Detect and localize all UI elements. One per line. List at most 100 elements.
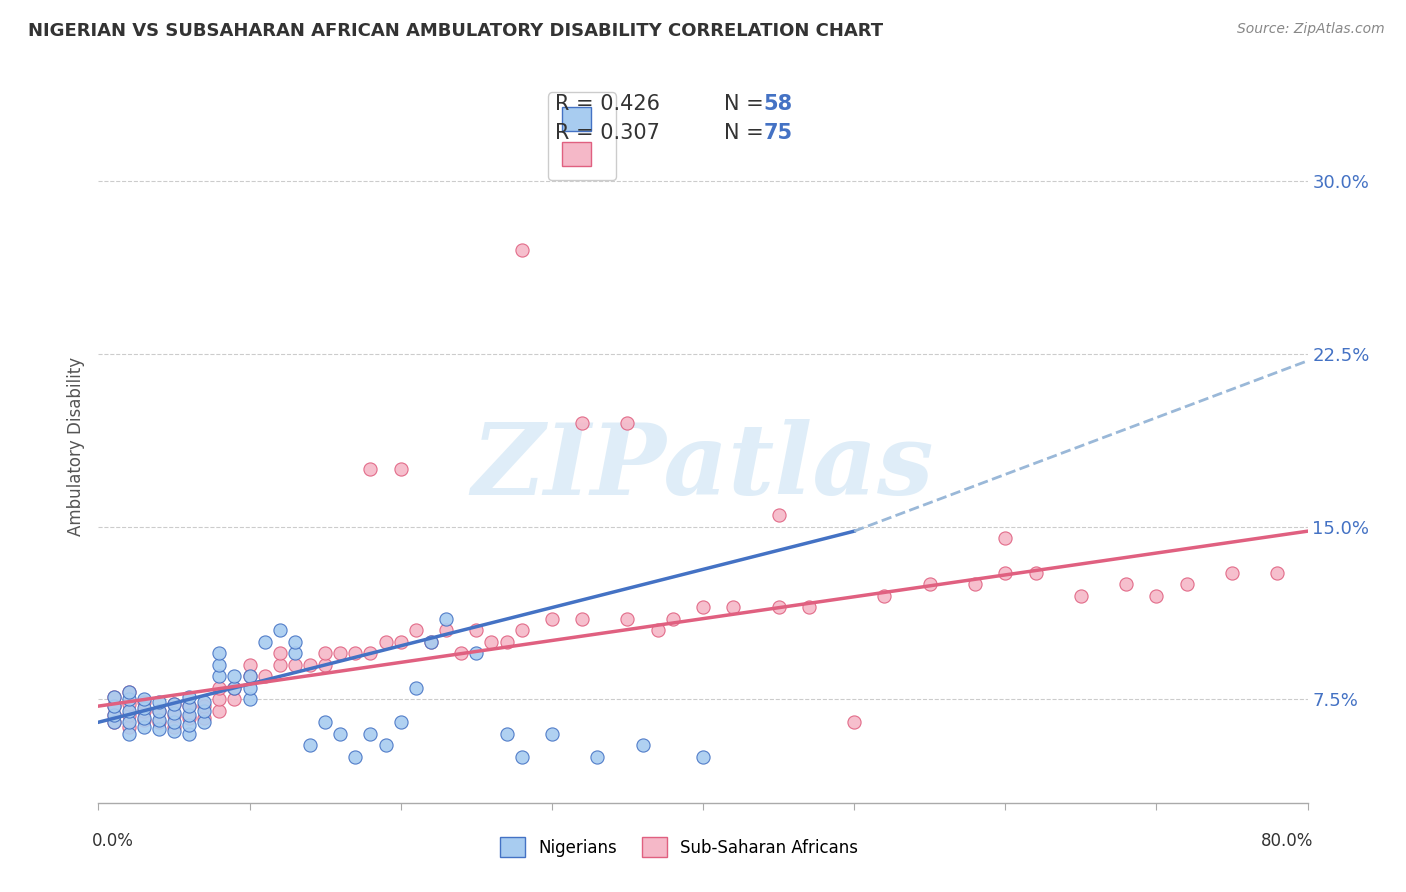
Point [163, 697, 186, 711]
Point [132, 694, 155, 708]
Point [132, 713, 155, 727]
Point [163, 706, 186, 720]
Point [208, 646, 231, 660]
Point [495, 634, 517, 648]
Point [163, 708, 186, 723]
Point [148, 715, 170, 730]
Point [118, 720, 141, 734]
Point [163, 697, 186, 711]
Point [118, 697, 141, 711]
Point [269, 657, 291, 672]
Text: 80.0%: 80.0% [1261, 831, 1313, 849]
Point [389, 715, 412, 730]
Point [118, 692, 141, 706]
Y-axis label: Ambulatory Disability: Ambulatory Disability [66, 357, 84, 535]
Point [631, 738, 654, 752]
Point [284, 646, 307, 660]
Point [239, 657, 262, 672]
Point [103, 699, 125, 714]
Text: R = 0.426: R = 0.426 [555, 94, 661, 113]
Point [405, 681, 427, 695]
Point [768, 600, 790, 615]
Point [224, 692, 246, 706]
Point [132, 720, 155, 734]
Point [132, 692, 155, 706]
Text: N =: N = [724, 123, 770, 143]
Point [179, 708, 201, 723]
Text: Source: ZipAtlas.com: Source: ZipAtlas.com [1237, 22, 1385, 37]
Point [1144, 589, 1167, 603]
Point [571, 612, 593, 626]
Point [163, 715, 186, 730]
Point [465, 623, 488, 637]
Point [118, 708, 141, 723]
Point [103, 715, 125, 730]
Point [193, 694, 215, 708]
Point [797, 600, 820, 615]
Point [495, 727, 517, 741]
Point [420, 634, 443, 648]
Point [163, 724, 186, 739]
Point [179, 690, 201, 704]
Point [148, 704, 170, 718]
Point [844, 715, 866, 730]
Point [179, 727, 201, 741]
Point [253, 634, 276, 648]
Point [103, 690, 125, 704]
Point [179, 699, 201, 714]
Point [299, 657, 322, 672]
Text: 58: 58 [763, 94, 793, 113]
Point [148, 722, 170, 736]
Point [314, 657, 336, 672]
Point [118, 704, 141, 718]
Point [616, 612, 638, 626]
Point [269, 646, 291, 660]
Point [208, 669, 231, 683]
Point [103, 715, 125, 730]
Point [344, 749, 367, 764]
Point [1220, 566, 1243, 580]
Point [510, 623, 533, 637]
Point [103, 708, 125, 723]
Point [329, 646, 352, 660]
Point [994, 531, 1017, 545]
Point [148, 694, 170, 708]
Point [374, 634, 396, 648]
Point [510, 244, 533, 258]
Point [132, 711, 155, 725]
Point [481, 634, 503, 648]
Point [360, 462, 382, 476]
Point [284, 634, 307, 648]
Point [571, 416, 593, 430]
Point [768, 508, 790, 522]
Point [510, 749, 533, 764]
Point [692, 749, 714, 764]
Text: N =: N = [724, 94, 770, 113]
Point [179, 717, 201, 731]
Point [389, 462, 412, 476]
Point [360, 727, 382, 741]
Point [208, 692, 231, 706]
Point [661, 612, 683, 626]
Point [253, 669, 276, 683]
Point [647, 623, 669, 637]
Point [1024, 566, 1046, 580]
Point [103, 690, 125, 704]
Point [540, 612, 562, 626]
Point [965, 577, 987, 591]
Point [450, 646, 472, 660]
Point [118, 727, 141, 741]
Point [118, 715, 141, 730]
Point [103, 699, 125, 714]
Point [193, 715, 215, 730]
Point [465, 646, 488, 660]
Point [389, 634, 412, 648]
Point [118, 685, 141, 699]
Point [918, 577, 941, 591]
Point [405, 623, 427, 637]
Point [1175, 577, 1198, 591]
Point [299, 738, 322, 752]
Text: ZIPatlas: ZIPatlas [472, 419, 934, 516]
Point [360, 646, 382, 660]
Point [616, 416, 638, 430]
